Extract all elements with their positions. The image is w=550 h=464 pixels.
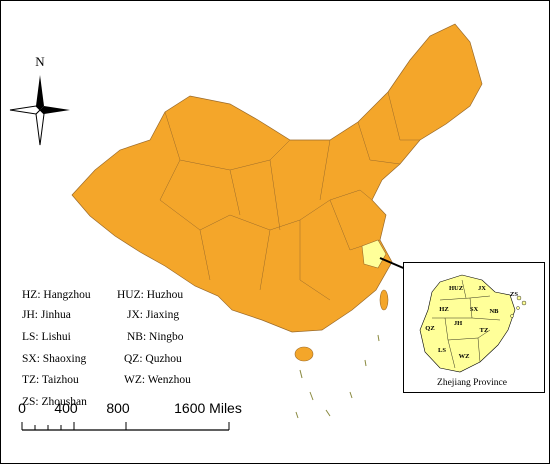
scale-label: 800 — [106, 400, 130, 416]
legend-item: JH: Jinhua — [22, 309, 71, 321]
inset-label: NB — [489, 308, 499, 315]
zhejiang-highlight — [361, 239, 387, 269]
inset-label: ZS — [510, 291, 518, 298]
legend-item: SX: Shaoxing — [22, 353, 86, 365]
inset-label: HUZ — [449, 285, 463, 292]
inset-label: JX — [478, 285, 486, 292]
legend-item: HZ: Hangzhou — [22, 289, 91, 301]
scale-label: 400 — [54, 400, 78, 416]
taiwan — [379, 289, 389, 311]
hainan — [294, 346, 314, 362]
inset-title: Zhejiang Province — [437, 378, 507, 388]
legend-item: QZ: Quzhou — [124, 353, 182, 365]
legend-item: ZS: Zhoushan — [22, 396, 87, 408]
scale-label: 0 — [18, 400, 26, 416]
legend-item: NB: Ningbo — [127, 331, 184, 343]
inset-label: SX — [470, 306, 479, 313]
inset-label: LS — [438, 347, 446, 354]
north-arrow: N — [9, 54, 70, 146]
legend-item: LS: Lishui — [22, 331, 71, 343]
scale-bar: 0 400 800 1600 Miles — [18, 400, 242, 431]
north-label: N — [35, 54, 45, 69]
legend-item: JX: Jiaxing — [127, 309, 179, 321]
inset-label: TZ — [480, 327, 489, 334]
legend-item: WZ: Wenzhou — [124, 374, 191, 386]
scale-label: 1600 Miles — [174, 400, 242, 416]
inset-label: JH — [454, 320, 462, 327]
south-sea-islands — [295, 334, 380, 419]
legend: HZ: Hangzhou JH: Jinhua LS: Lishui SX: S… — [22, 289, 191, 408]
legend-item: TZ: Taizhou — [22, 374, 79, 386]
inset-label: HZ — [439, 306, 448, 313]
inset: HUZ JX HZ SX NB ZS QZ JH TZ LS WZ Zhejia… — [403, 262, 545, 393]
legend-item: HUZ: Huzhou — [117, 289, 183, 301]
inset-label: WZ — [459, 353, 470, 360]
inset-label: QZ — [425, 325, 434, 332]
